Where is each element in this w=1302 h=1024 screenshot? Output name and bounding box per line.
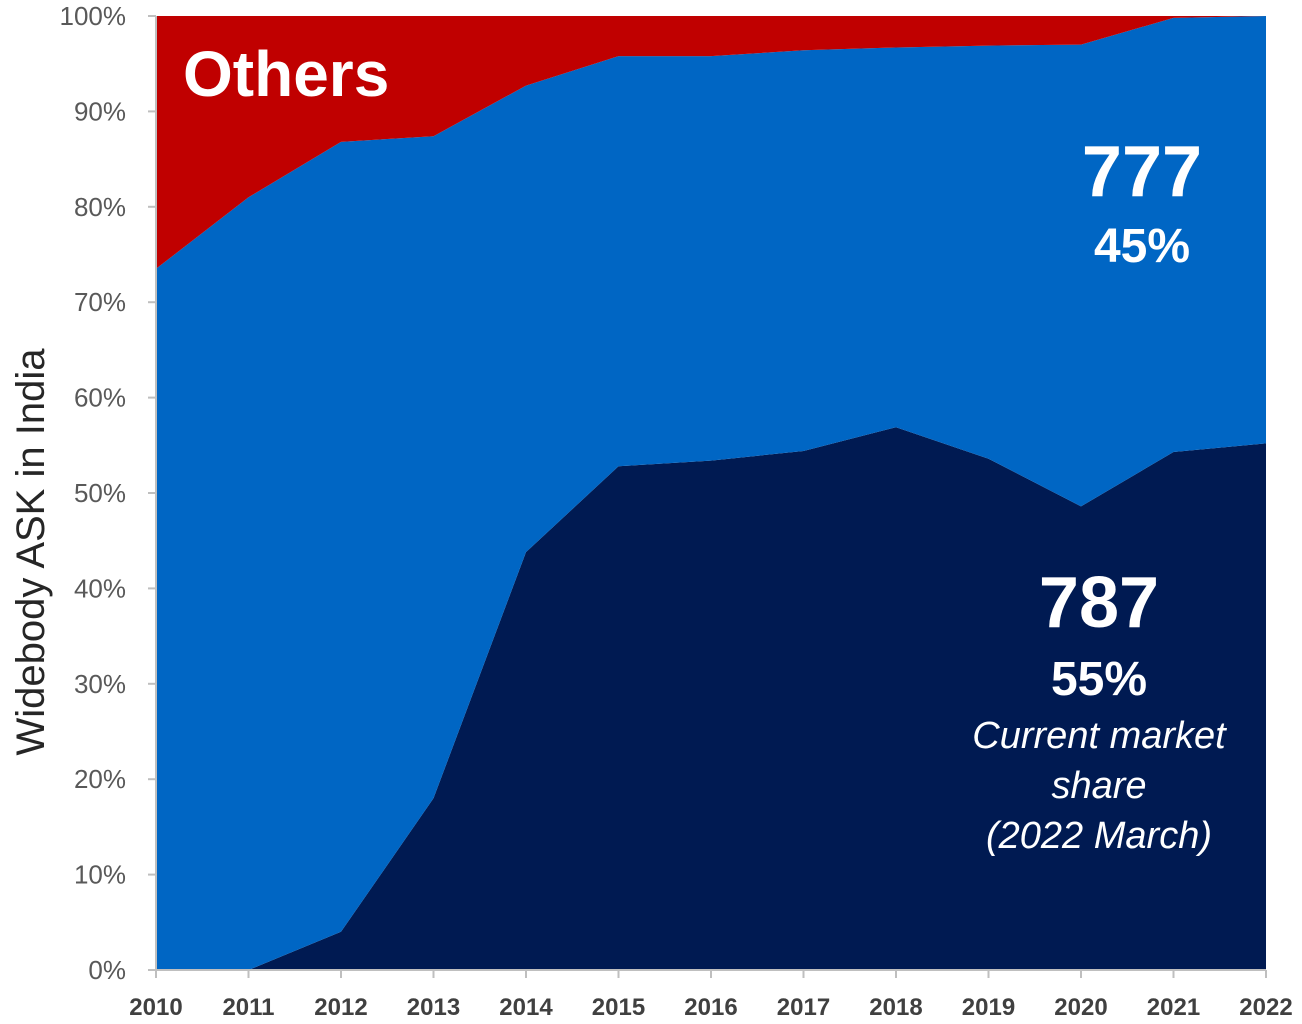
x-tick-label: 2020 xyxy=(1054,994,1107,1021)
y-axis-ticks: 0% 10% 20% 30% 40% 50% 60% 70% 80% 90% 100% xyxy=(60,1,156,985)
y-tick-label: 60% xyxy=(74,383,126,413)
x-tick-label: 2019 xyxy=(962,994,1015,1021)
y-tick-label: 10% xyxy=(74,860,126,890)
others-label: Others xyxy=(183,38,389,110)
y-tick-label: 100% xyxy=(60,1,127,31)
series-787-label: 787 xyxy=(1039,563,1159,643)
y-tick-label: 50% xyxy=(74,478,126,508)
y-tick-label: 90% xyxy=(74,96,126,126)
x-tick-label: 2010 xyxy=(129,994,182,1021)
series-area-777 xyxy=(156,16,1266,970)
x-tick-label: 2016 xyxy=(684,994,737,1021)
y-tick-label: 80% xyxy=(74,192,126,222)
y-tick-label: 70% xyxy=(74,287,126,317)
y-axis-label: Widebody ASK in India xyxy=(9,348,53,756)
x-axis-ticks: 2010 2011 2012 2013 2014 2015 2016 2017 2018 2019… xyxy=(129,970,1293,1021)
market-share-note-line2: share xyxy=(1051,765,1146,807)
series-area-others xyxy=(156,16,1266,269)
x-tick-label: 2022 xyxy=(1239,994,1292,1021)
chart-areas xyxy=(156,16,1266,970)
y-tick-label: 0% xyxy=(88,955,126,985)
series-777-label: 777 xyxy=(1082,132,1202,212)
x-tick-label: 2021 xyxy=(1147,994,1200,1021)
x-tick-label: 2013 xyxy=(407,994,460,1021)
y-tick-label: 20% xyxy=(74,764,126,794)
y-tick-label: 40% xyxy=(74,573,126,603)
series-777-share: 45% xyxy=(1094,220,1190,273)
series-area-787 xyxy=(156,427,1266,970)
x-tick-label: 2011 xyxy=(222,994,274,1021)
x-tick-label: 2015 xyxy=(592,994,645,1021)
x-tick-label: 2017 xyxy=(777,994,830,1021)
y-tick-label: 30% xyxy=(74,669,126,699)
x-tick-label: 2018 xyxy=(869,994,922,1021)
x-tick-label: 2012 xyxy=(314,994,367,1021)
market-share-note-line3: (2022 March) xyxy=(986,815,1212,857)
series-787-share: 55% xyxy=(1051,653,1147,706)
x-tick-label: 2014 xyxy=(499,994,553,1021)
market-share-note-line1: Current market xyxy=(972,715,1227,757)
